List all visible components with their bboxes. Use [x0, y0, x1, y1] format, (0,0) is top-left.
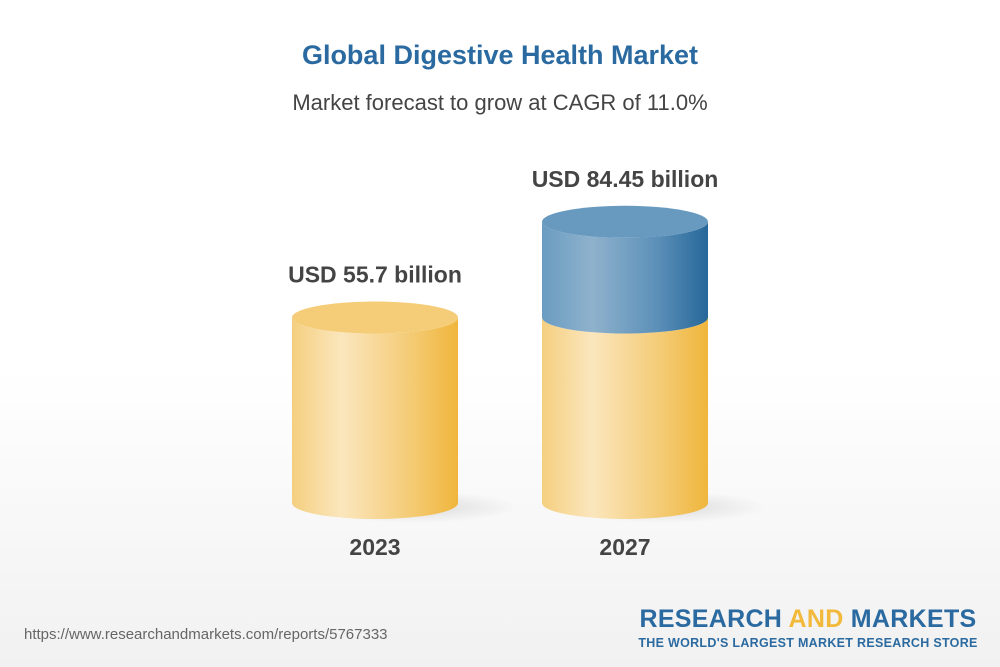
source-url[interactable]: https://www.researchandmarkets.com/repor…: [24, 626, 388, 643]
logo-text: MARKETS: [843, 605, 977, 633]
logo-tagline: THE WORLD'S LARGEST MARKET RESEARCH STOR…: [638, 636, 978, 650]
data-label: USD 55.7 billion: [288, 262, 462, 288]
data-label: USD 84.45 billion: [532, 166, 719, 192]
chart-subtitle: Market forecast to grow at CAGR of 11.0%: [292, 90, 708, 115]
bar-base-2023: [292, 317, 458, 519]
bar-growth-2027: [542, 221, 708, 334]
research-and-markets-logo: RESEARCH AND MARKETS THE WORLD'S LARGEST…: [638, 605, 978, 650]
category-label: 2023: [349, 534, 400, 560]
logo-text: RESEARCH: [639, 605, 789, 633]
logo-text-and: AND: [788, 605, 844, 633]
category-label: 2027: [599, 534, 650, 560]
bar-top-2027: [542, 205, 708, 238]
bar-base-2027: [542, 317, 708, 519]
bar-top-2023: [292, 301, 458, 334]
chart-title: Global Digestive Health Market: [301, 40, 699, 70]
